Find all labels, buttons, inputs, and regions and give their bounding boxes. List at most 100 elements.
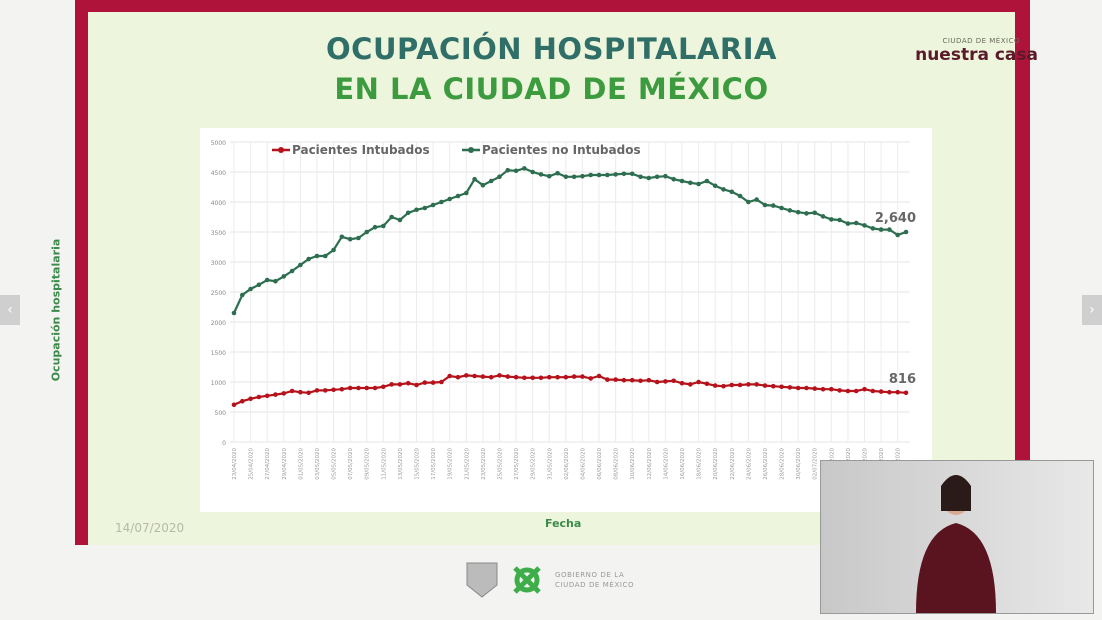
data-point-intubados bbox=[895, 389, 901, 395]
x-tick-label: 21/05/2020 bbox=[464, 448, 470, 480]
legend-marker-no-intubados bbox=[468, 147, 474, 153]
data-point-intubados bbox=[704, 381, 710, 387]
legend-label-intubados: Pacientes Intubados bbox=[292, 143, 430, 157]
data-point-no-intubados bbox=[721, 187, 726, 192]
data-point-intubados bbox=[596, 373, 602, 379]
x-tick-label: 19/05/2020 bbox=[448, 448, 454, 480]
x-tick-label: 24/06/2020 bbox=[746, 448, 752, 480]
data-point-intubados bbox=[621, 377, 627, 383]
data-point-intubados bbox=[455, 374, 461, 380]
data-point-intubados bbox=[779, 384, 784, 390]
data-point-intubados bbox=[754, 382, 759, 387]
y-tick-label: 0 bbox=[222, 440, 226, 447]
data-point-no-intubados bbox=[770, 203, 776, 208]
data-point-no-intubados bbox=[679, 178, 685, 184]
data-point-intubados bbox=[347, 385, 353, 391]
x-tick-label: 02/07/2020 bbox=[813, 448, 819, 480]
x-tick-label: 23/04/2020 bbox=[232, 448, 238, 480]
data-point-intubados bbox=[463, 373, 469, 378]
data-point-intubados bbox=[712, 383, 718, 388]
data-point-no-intubados bbox=[505, 167, 511, 173]
legend-label-no-intubados: Pacientes no Intubados bbox=[482, 143, 641, 157]
data-point-no-intubados bbox=[546, 173, 552, 179]
data-point-intubados bbox=[414, 382, 419, 388]
x-tick-label: 27/05/2020 bbox=[514, 448, 520, 480]
data-point-no-intubados bbox=[613, 172, 618, 177]
data-point-no-intubados bbox=[887, 227, 892, 232]
data-point-intubados bbox=[762, 383, 768, 388]
data-point-intubados bbox=[903, 390, 909, 396]
x-axis-label: Fecha bbox=[545, 517, 582, 530]
data-point-intubados bbox=[571, 374, 577, 379]
data-point-no-intubados bbox=[762, 202, 768, 208]
x-tick-label: 31/05/2020 bbox=[547, 448, 553, 480]
slide-title-line2: EN LA CIUDAD DE MÉXICO bbox=[334, 72, 769, 106]
data-point-intubados bbox=[862, 386, 867, 392]
data-point-no-intubados bbox=[779, 205, 784, 211]
data-point-intubados bbox=[605, 377, 610, 382]
data-point-intubados bbox=[671, 378, 677, 384]
data-point-intubados bbox=[870, 388, 876, 394]
data-point-intubados bbox=[389, 382, 394, 387]
data-point-no-intubados bbox=[538, 172, 544, 177]
data-point-intubados bbox=[289, 388, 295, 394]
x-tick-label: 10/06/2020 bbox=[630, 448, 636, 480]
data-point-no-intubados bbox=[671, 176, 677, 182]
data-point-intubados bbox=[887, 389, 892, 395]
x-tick-label: 03/05/2020 bbox=[315, 448, 321, 480]
data-point-intubados bbox=[248, 396, 253, 402]
x-tick-label: 11/05/2020 bbox=[381, 448, 387, 480]
data-point-no-intubados bbox=[596, 172, 602, 178]
data-point-no-intubados bbox=[862, 223, 867, 228]
data-point-intubados bbox=[397, 382, 403, 387]
x-tick-label: 29/05/2020 bbox=[531, 448, 537, 480]
data-point-intubados bbox=[298, 389, 303, 395]
coat-of-arms-icon bbox=[466, 562, 498, 598]
data-point-intubados bbox=[505, 374, 511, 379]
data-point-intubados bbox=[737, 382, 743, 388]
data-point-intubados bbox=[812, 386, 818, 391]
previous-arrow[interactable]: ‹ bbox=[0, 295, 20, 325]
data-point-no-intubados bbox=[372, 224, 378, 230]
y-tick-label: 5000 bbox=[211, 140, 226, 147]
x-tick-label: 09/05/2020 bbox=[365, 448, 371, 480]
data-point-intubados bbox=[878, 389, 884, 394]
data-point-intubados bbox=[696, 379, 701, 385]
data-point-intubados bbox=[239, 398, 245, 404]
slide-date: 14/07/2020 bbox=[115, 521, 185, 535]
data-point-intubados bbox=[497, 373, 502, 378]
next-arrow[interactable]: › bbox=[1082, 295, 1102, 325]
data-point-intubados bbox=[513, 374, 519, 380]
slide-title-line1: OCUPACIÓN HOSPITALARIA bbox=[326, 32, 777, 66]
data-point-intubados bbox=[804, 385, 809, 391]
data-point-no-intubados bbox=[580, 173, 585, 179]
data-point-no-intubados bbox=[654, 174, 660, 180]
data-point-no-intubados bbox=[638, 174, 643, 180]
data-point-intubados bbox=[829, 386, 834, 392]
x-tick-label: 20/06/2020 bbox=[713, 448, 719, 480]
data-point-no-intubados bbox=[812, 210, 818, 216]
legend-marker-intubados bbox=[278, 147, 284, 153]
x-tick-label: 27/04/2020 bbox=[265, 448, 271, 480]
data-point-no-intubados bbox=[256, 282, 262, 288]
data-point-no-intubados bbox=[787, 208, 793, 213]
data-point-intubados bbox=[820, 386, 826, 392]
data-point-intubados bbox=[638, 378, 643, 384]
data-point-no-intubados bbox=[497, 174, 502, 180]
data-point-no-intubados bbox=[264, 277, 270, 283]
data-point-intubados bbox=[729, 382, 735, 388]
data-point-no-intubados bbox=[878, 227, 884, 232]
data-point-no-intubados bbox=[273, 278, 278, 284]
data-point-intubados bbox=[488, 374, 494, 380]
x-tick-label: 16/06/2020 bbox=[680, 448, 686, 480]
data-point-intubados bbox=[273, 392, 278, 397]
cdmx-logo-icon bbox=[513, 566, 541, 594]
series-line-no-intubados bbox=[233, 167, 907, 314]
x-tick-label: 07/05/2020 bbox=[348, 448, 354, 480]
data-point-no-intubados bbox=[845, 221, 851, 226]
data-point-no-intubados bbox=[895, 232, 901, 238]
data-point-no-intubados bbox=[331, 247, 336, 253]
y-tick-label: 4000 bbox=[211, 200, 226, 207]
data-point-intubados bbox=[770, 383, 776, 389]
data-point-intubados bbox=[721, 383, 726, 389]
